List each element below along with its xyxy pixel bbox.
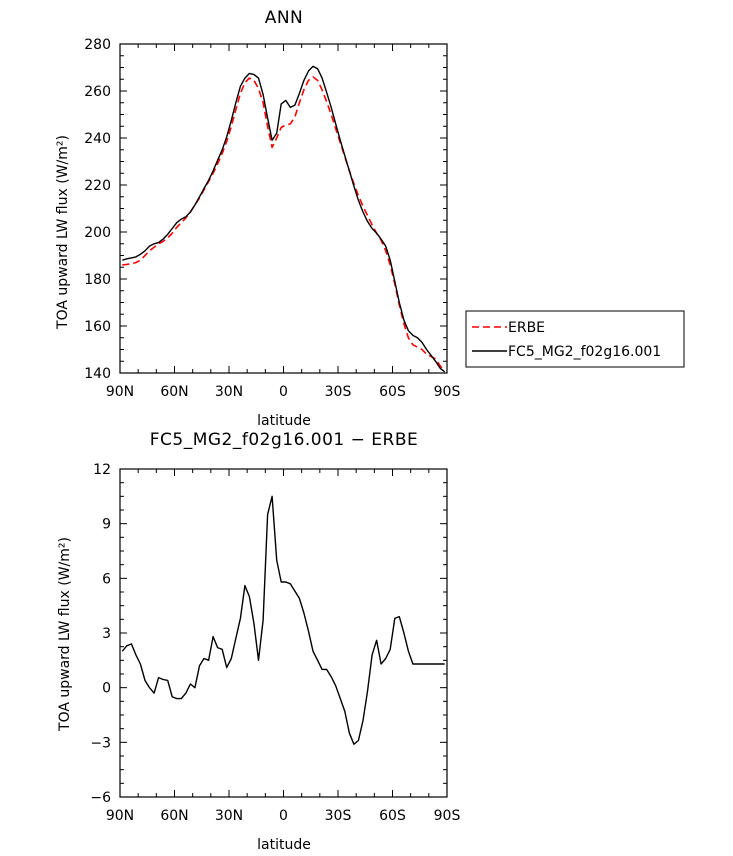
legend-box [465,310,685,368]
plot-frame [119,43,448,374]
legend-label-erbe: ERBE [508,320,545,336]
y-tick-label: 140 [84,366,111,382]
y-tick-label: 220 [84,178,111,194]
x-tick-label: 90S [434,384,461,400]
x-tick-label: 60N [160,808,188,824]
y-tick-label: 9 [102,517,111,533]
chart-title: FC5_MG2_f02g16.001 − ERBE [150,430,419,450]
y-tick-label: 240 [84,131,111,147]
legend-label-model: FC5_MG2_f02g16.001 [508,344,661,360]
plot-area: 90N 60N 30N 0 30S 60S 90S 140 160 180 200 220 240 260… [84,37,460,400]
y-tick-label: 3 [102,626,111,642]
y-tick-label: 200 [84,225,111,241]
x-tick-label: 60N [160,384,188,400]
y-tick-label: 180 [84,272,111,288]
x-tick-label: 30N [215,384,243,400]
y-tick-label: 0 [102,681,111,697]
y-axis-label: TOA upward LW flux (W/m²) [55,135,71,330]
y-tick-label: 6 [102,571,111,587]
x-tick-label: 0 [279,808,288,824]
x-tick-label: 90N [106,808,134,824]
x-tick-label: 90N [106,384,134,400]
x-tick-label: 30S [325,384,352,400]
x-tick-label: 0 [279,384,288,400]
series-line-difference [121,495,445,745]
x-tick-label: 30N [215,808,243,824]
y-tick-label: −3 [90,735,111,751]
plot-frame [119,468,448,798]
x-tick-label: 90S [434,808,461,824]
x-tick-label: 30S [325,808,352,824]
y-tick-label: 280 [84,37,111,53]
y-axis-label: TOA upward LW flux (W/m²) [57,537,73,732]
plot-area: 90N 60N 30N 0 30S 60S 90S −6 −3 0 3 6 9 12 [90,462,460,824]
y-tick-label: 12 [93,462,111,478]
x-axis-label: latitude [257,413,311,429]
chart-panel-mean: ANN 90N 60N 30N 0 30S 60S 90S 140 160 180 200 220 24… [55,8,685,429]
y-tick-label: 160 [84,319,111,335]
chart-title: ANN [265,8,304,28]
x-tick-label: 60S [379,808,406,824]
series-line-fc5-mg2-f02g16-001 [122,65,446,373]
y-tick-label: −6 [90,790,111,806]
x-axis-label: latitude [257,837,311,853]
x-tick-label: 60S [379,384,406,400]
legend: ERBE FC5_MG2_f02g16.001 [465,310,685,368]
chart-panel-difference: FC5_MG2_f02g16.001 − ERBE 90N 60N 30N 0 30S 6… [57,430,460,853]
y-tick-label: 260 [84,84,111,100]
series-line-erbe [122,76,446,372]
